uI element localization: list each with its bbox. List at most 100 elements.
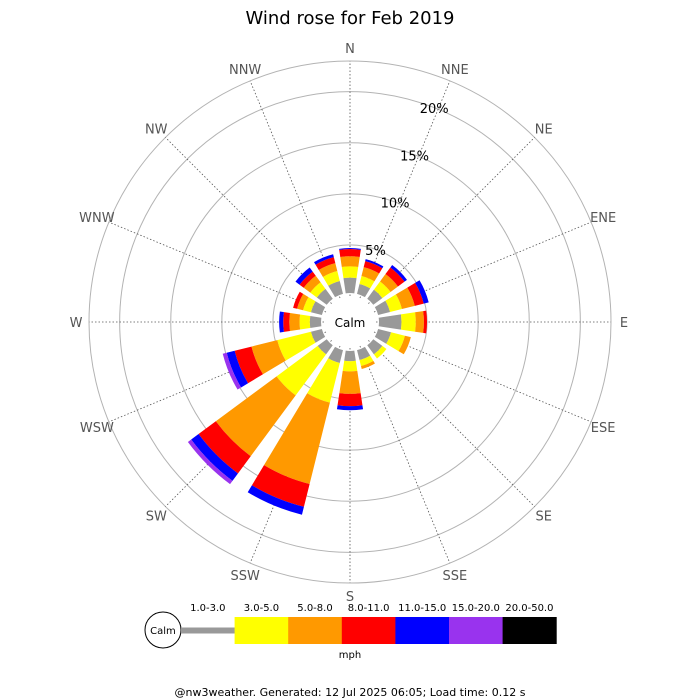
legend-swatch-6	[449, 617, 504, 644]
ring-label-2: 10%	[381, 197, 410, 212]
direction-label-wsw: WSW	[80, 421, 114, 436]
bar-w-bin-3	[289, 313, 301, 331]
calm-circle	[326, 298, 374, 346]
bar-ene-bin-4	[407, 282, 424, 306]
bar-ssw-bin-3	[264, 393, 330, 484]
bar-s-bin-1	[344, 350, 356, 362]
bar-ne-bin-3	[380, 274, 398, 292]
bar-nne-bin-1	[357, 283, 371, 298]
bar-n-bin-5	[339, 248, 361, 250]
bar-nnw-bin-5	[314, 254, 334, 265]
bar-s-bin-3	[339, 370, 361, 394]
bar-s-bin-2	[342, 360, 358, 372]
legend-swatch-1	[181, 627, 236, 634]
legend-label-5: 11.0-15.0	[398, 603, 446, 614]
bar-nnw-bin-4	[315, 257, 336, 270]
bar-ne-bin-2	[373, 281, 391, 299]
direction-label-se: SE	[536, 510, 552, 525]
bar-sw-bin-2	[276, 345, 327, 396]
legend-label-4: 8.0-11.0	[348, 603, 390, 614]
calm-label: Calm	[335, 316, 366, 330]
bar-wsw-bin-5	[226, 350, 249, 388]
spoke-nne	[359, 80, 451, 299]
bar-se-bin-1	[367, 339, 383, 355]
legend-bins: 1.0-3.0 3.0-5.0 5.0-8.0 8.0-11.0 11.0-15.0 15…	[181, 603, 557, 644]
direction-label-e: E	[620, 316, 628, 331]
bar-n-bin-2	[341, 266, 359, 279]
bar-nnw-bin-1	[328, 280, 343, 298]
direction-label-sw: SW	[146, 510, 167, 525]
bar-e-bin-4	[423, 310, 428, 334]
bar-nw-bin-5	[295, 267, 313, 285]
direction-label-ese: ESE	[591, 421, 616, 436]
direction-label-wnw: WNW	[79, 211, 115, 226]
bar-wsw-bin-2	[277, 331, 316, 361]
bar-ese-bin-1	[374, 329, 392, 344]
ring-labels: 5% 10% 15% 20%	[365, 102, 448, 259]
legend-label-2: 3.0-5.0	[244, 603, 279, 614]
bar-n-bin-3	[340, 256, 360, 268]
direction-label-ssw: SSW	[230, 569, 260, 584]
bar-wnw-bin-4	[293, 291, 304, 309]
bar-ene-bin-3	[395, 287, 415, 310]
bar-ssw-bin-5	[247, 485, 304, 515]
bar-ese-bin-3	[398, 335, 411, 355]
bar-nnw-bin-3	[318, 263, 338, 277]
legend-calm-label: Calm	[150, 626, 176, 637]
direction-label-sse: SSE	[442, 569, 467, 584]
bar-ene-bin-1	[374, 300, 391, 315]
bar-ene-bin-5	[415, 280, 429, 304]
footer-text: @nw3weather. Generated: 12 Jul 2025 06:0…	[175, 686, 526, 699]
bar-nne-bin-4	[363, 261, 383, 274]
bar-e-bin-2	[400, 312, 416, 332]
direction-labels: N NNE NE ENE E ESE SE SSE S SSW SW WSW W WNW NW NNW	[70, 42, 629, 605]
bar-n-bin-1	[343, 277, 357, 294]
bar-sse-bin-3	[360, 360, 375, 369]
bar-w-bin-1	[309, 316, 322, 328]
bar-e-bin-1	[378, 314, 402, 330]
chart-title: Wind rose for Feb 2019	[245, 8, 454, 29]
bar-ssw-bin-2	[307, 358, 340, 403]
legend-swatch-4	[341, 617, 396, 644]
bar-wsw-bin-4	[234, 346, 263, 384]
bar-s-bin-5	[336, 405, 364, 411]
legend-label-1: 1.0-3.0	[190, 603, 225, 614]
bar-e-bin-3	[415, 311, 424, 333]
bar-w-bin-5	[279, 311, 284, 333]
spoke-sse	[359, 345, 451, 564]
spoke-ese	[373, 331, 592, 423]
bar-sw-bin-5	[191, 434, 238, 481]
speed-legend: Calm 1.0-3.0 3.0-5.0 5.0-8.0 8.0-11.0 11.0-1…	[144, 603, 557, 661]
bar-nw-bin-4	[299, 271, 316, 288]
legend-swatch-7	[502, 617, 557, 644]
bar-sw-bin-3	[215, 376, 296, 457]
direction-label-nnw: NNW	[229, 63, 261, 78]
legend-swatch-5	[395, 617, 450, 644]
grid-ring-3	[170, 142, 530, 502]
legend-swatch-2	[234, 617, 289, 644]
bar-ene-bin-2	[385, 294, 402, 313]
bar-ese-bin-2	[386, 332, 405, 352]
legend-label-7: 20.0-50.0	[505, 603, 553, 614]
spoke-se	[368, 340, 535, 507]
bar-ne-bin-5	[390, 265, 407, 282]
bar-nne-bin-2	[359, 276, 375, 289]
direction-label-ne: NE	[535, 122, 553, 137]
bar-wnw-bin-3	[297, 293, 309, 311]
ring-label-4: 20%	[420, 102, 449, 117]
bar-nw-bin-1	[316, 288, 333, 305]
direction-label-s: S	[346, 590, 354, 605]
legend-label-6: 15.0-20.0	[452, 603, 500, 614]
bar-s-bin-4	[337, 393, 363, 407]
bar-wsw-bin-3	[251, 340, 286, 375]
bar-nne-bin-5	[365, 259, 384, 269]
legend-unit: mph	[339, 650, 361, 661]
bar-ssw-bin-4	[251, 465, 310, 507]
ring-label-3: 15%	[400, 149, 429, 164]
direction-label-ene: ENE	[590, 211, 616, 226]
spoke-wnw	[108, 221, 327, 313]
direction-label-nw: NW	[145, 122, 168, 137]
ring-label-1: 5%	[365, 244, 386, 259]
bar-wnw-bin-1	[310, 301, 326, 315]
